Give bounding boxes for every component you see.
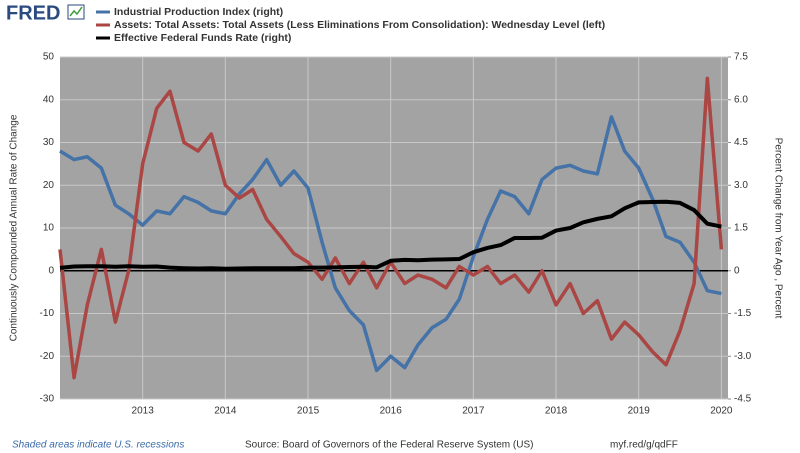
legend-label: Assets: Total Assets: Total Assets (Less… xyxy=(114,19,605,31)
y2-tick-label: -3.0 xyxy=(734,351,752,362)
legend-label: Industrial Production Index (right) xyxy=(114,6,283,18)
logo: FRED xyxy=(6,2,60,24)
x-tick-label: 2013 xyxy=(132,406,155,417)
y-tick-label: 10 xyxy=(43,223,55,234)
y2-tick-label: 6.0 xyxy=(734,94,748,105)
y-tick-label: -20 xyxy=(40,351,55,362)
series-line xyxy=(59,115,722,373)
y-axis-title: Continuously Compounded Annual Rate of C… xyxy=(9,114,20,341)
legend-label: Effective Federal Funds Rate (right) xyxy=(114,32,291,44)
y2-tick-label: 7.5 xyxy=(734,52,748,63)
y2-tick-label: -1.5 xyxy=(734,308,752,319)
x-tick-label: 2016 xyxy=(380,406,403,417)
x-tick-label: 2018 xyxy=(545,406,568,417)
y-tick-label: 50 xyxy=(43,52,55,63)
y2-tick-label: -4.5 xyxy=(734,394,752,405)
logo-icon xyxy=(67,4,85,20)
x-tick-label: 2020 xyxy=(710,406,733,417)
y2-tick-label: 1.5 xyxy=(734,223,748,234)
y2-axis-title: Percent Change from Year Ago , Percent xyxy=(772,138,783,319)
y2-tick-label: 0 xyxy=(734,265,740,276)
y-tick-label: -30 xyxy=(40,394,55,405)
note: Shaded areas indicate U.S. recessions xyxy=(12,440,184,451)
link: myf.red/g/qdFF xyxy=(610,440,678,451)
source: Source: Board of Governors of the Federa… xyxy=(245,440,533,451)
x-tick-label: 2014 xyxy=(214,406,237,417)
x-tick-label: 2019 xyxy=(628,406,651,417)
y-tick-label: -10 xyxy=(40,308,55,319)
y-tick-label: 20 xyxy=(43,180,55,191)
y-tick-label: 30 xyxy=(43,137,55,148)
x-tick-label: 2017 xyxy=(462,406,485,417)
y-tick-label: 40 xyxy=(43,94,55,105)
x-tick-label: 2015 xyxy=(297,406,320,417)
y-tick-label: 0 xyxy=(48,265,54,276)
y2-tick-label: 4.5 xyxy=(734,137,748,148)
y2-tick-label: 3.0 xyxy=(734,180,748,191)
series-line xyxy=(59,199,722,271)
